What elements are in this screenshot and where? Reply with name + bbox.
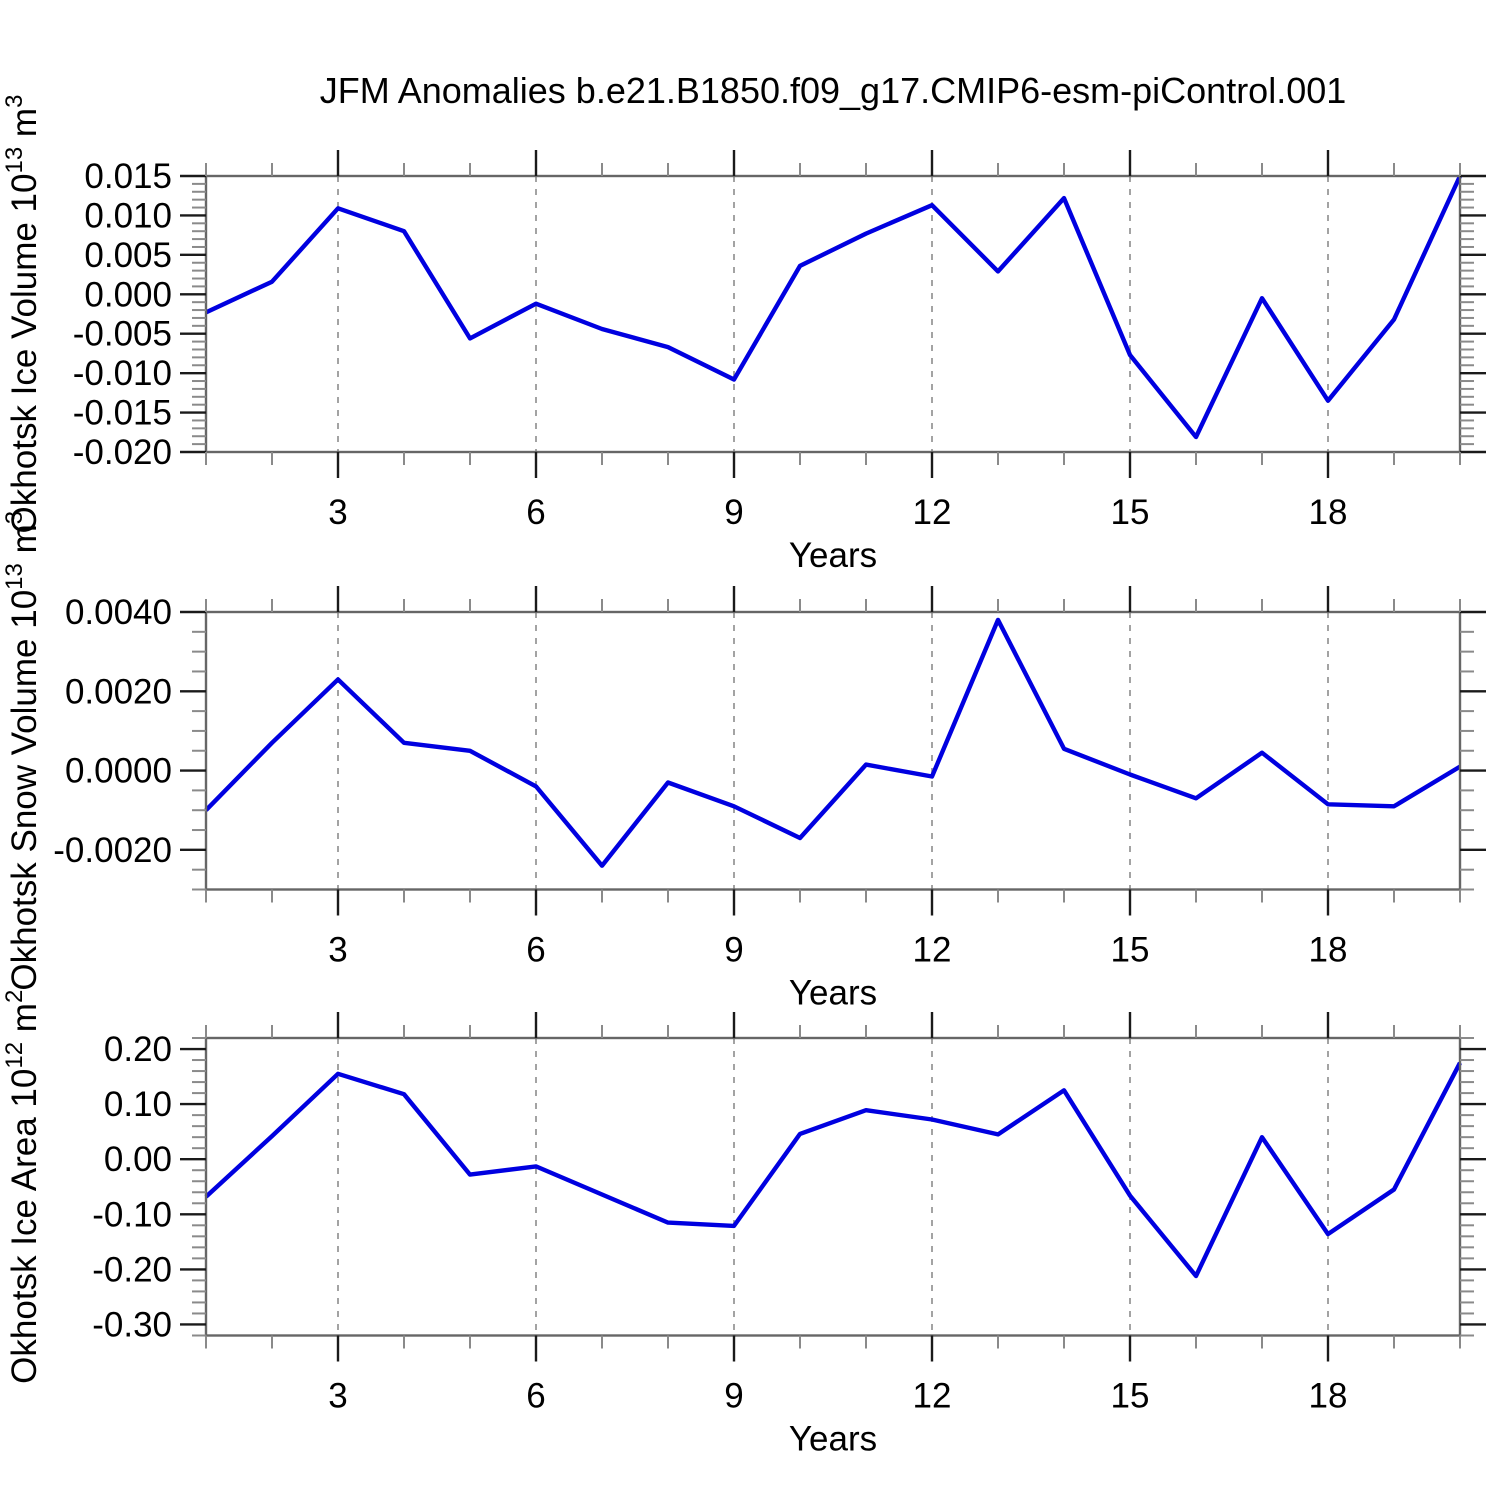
y-tick-label: 0.010 [84,196,172,235]
y-tick-label: -0.020 [73,433,172,472]
y-axis-label-superscript: 12 [1,1042,28,1069]
okhotsk-ice-area-y-axis-label: Okhotsk Ice Area 1012 m2 [1,990,44,1384]
y-tick-label: 0.005 [84,236,172,275]
x-tick-label: 9 [724,493,743,532]
okhotsk-ice-area-series-line [204,1061,1462,1279]
okhotsk-ice-volume-series-line [205,175,1462,440]
x-tick-label: 15 [1111,931,1150,970]
y-tick-label: 0.000 [84,275,172,314]
chart-title: JFM Anomalies b.e21.B1850.f09_g17.CMIP6-… [320,70,1347,111]
x-tick-label: 3 [328,1377,347,1416]
y-tick-label: 0.20 [104,1030,172,1069]
y-tick-label: -0.10 [92,1195,172,1234]
x-tick-label: 12 [913,493,952,532]
y-axis-label-text: Okhotsk Snow Volume 10 [5,590,44,991]
y-axis-label-superscript: 13 [1,147,28,174]
y-tick-label: -0.015 [73,394,172,433]
y-tick-label: 0.10 [104,1085,172,1124]
y-axis-label-superscript: 13 [1,563,28,590]
y-tick-label: 0.0020 [65,672,172,711]
x-tick-label: 18 [1309,931,1348,970]
x-tick-label: 15 [1111,493,1150,532]
x-tick-label: 6 [526,493,545,532]
x-tick-label: 9 [724,931,743,970]
x-tick-label: 6 [526,1377,545,1416]
okhotsk-ice-volume-y-axis-label: Okhotsk Ice Volume 1013 m3 [1,95,44,534]
plots-group: 0.0150.0100.0050.000-0.005-0.010-0.015-0… [1,95,1486,1459]
y-tick-label: -0.0020 [53,831,172,870]
x-tick-label: 6 [526,931,545,970]
y-tick-label: -0.30 [92,1305,172,1344]
y-axis-label-superscript: 2 [1,990,28,1003]
y-axis-label-text: Okhotsk Ice Volume 10 [5,174,44,534]
x-tick-label: 12 [913,1377,952,1416]
y-axis-label-superscript: 3 [1,511,28,524]
x-tick-label: 3 [328,931,347,970]
okhotsk-ice-volume-plot-frame [204,174,1462,454]
y-axis-label-text: Okhotsk Ice Area 10 [5,1069,44,1384]
x-tick-label: 18 [1309,493,1348,532]
y-tick-label: 0.015 [84,157,172,196]
y-tick-label: 0.0040 [65,593,172,632]
x-tick-label: 18 [1309,1377,1348,1416]
okhotsk-snow-volume-series-line [204,617,1462,868]
okhotsk-ice-area-x-axis-label: Years [789,1420,877,1459]
y-axis-label-text: m [5,108,44,147]
y-tick-label: -0.010 [73,354,172,393]
x-tick-label: 15 [1111,1377,1150,1416]
y-axis-label-superscript: 3 [1,95,28,108]
y-axis-label-text: m [5,1003,44,1042]
y-tick-label: -0.20 [92,1250,172,1289]
okhotsk-snow-volume-y-axis-label: Okhotsk Snow Volume 1013 m3 [1,511,44,991]
okhotsk-snow-volume-x-axis-label: Years [789,974,877,1013]
y-tick-label: 0.00 [104,1140,172,1179]
okhotsk-ice-volume-x-axis-label: Years [789,536,877,575]
x-tick-label: 3 [328,493,347,532]
y-tick-label: -0.005 [73,315,172,354]
y-axis-label-text: m [5,524,44,563]
y-tick-label: 0.0000 [65,752,172,791]
okhotsk-snow-volume-plot-frame [204,610,1462,891]
x-tick-label: 9 [724,1377,743,1416]
x-tick-label: 12 [913,931,952,970]
okhotsk-ice-area-plot-frame [204,1036,1462,1337]
